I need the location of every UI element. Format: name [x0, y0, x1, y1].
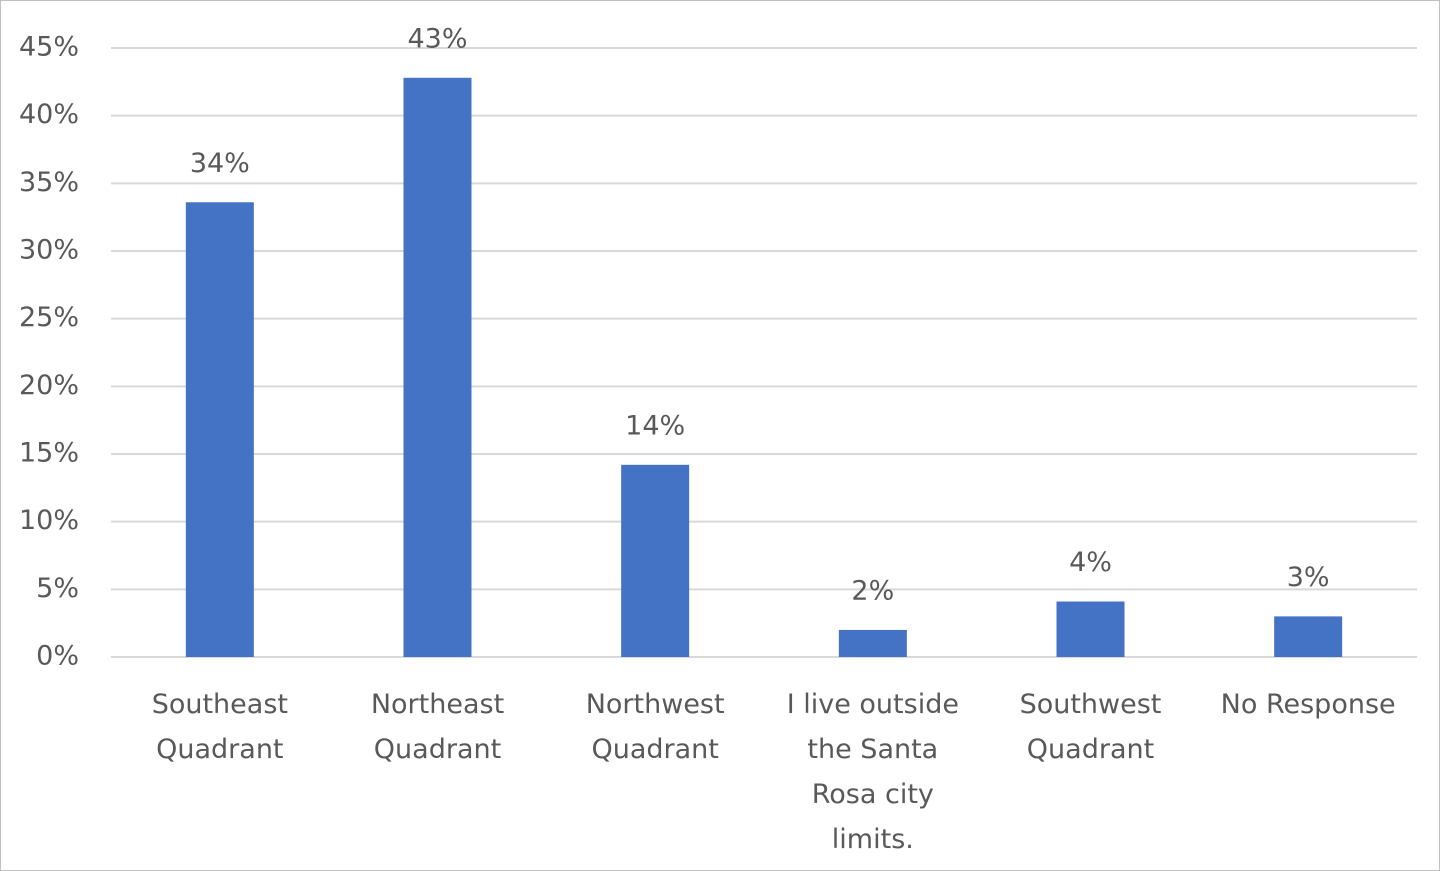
y-tick-label: 20% — [19, 370, 79, 401]
y-tick-label: 25% — [19, 302, 79, 333]
bar — [1274, 616, 1343, 657]
y-tick-label: 0% — [36, 641, 79, 672]
data-label: 43% — [407, 23, 467, 54]
y-tick-label: 5% — [36, 573, 79, 604]
y-tick-label: 45% — [19, 32, 79, 63]
x-tick-label: No Response — [1220, 689, 1396, 720]
bar — [185, 202, 254, 657]
data-label: 3% — [1287, 562, 1330, 593]
x-tick-label: Southwest Quadrant — [1019, 689, 1162, 765]
data-label: 34% — [190, 148, 250, 179]
x-tick-label: Northeast Quadrant — [370, 689, 505, 765]
bar — [403, 77, 472, 658]
bar — [838, 629, 907, 657]
data-label: 4% — [1069, 547, 1112, 578]
y-tick-label: 40% — [19, 99, 79, 130]
y-tick-label: 10% — [19, 505, 79, 536]
x-tick-label: I live outside the Santa Rosa city limit… — [786, 689, 959, 855]
x-tick-label: Northwest Quadrant — [585, 689, 725, 765]
x-tick-label: Southeast Quadrant — [151, 689, 288, 765]
data-label: 14% — [625, 410, 685, 441]
bar — [621, 464, 690, 657]
y-tick-label: 35% — [19, 167, 79, 198]
y-tick-label: 30% — [19, 235, 79, 266]
bar — [1056, 601, 1125, 657]
y-tick-label: 15% — [19, 438, 79, 469]
data-label: 2% — [851, 575, 894, 606]
